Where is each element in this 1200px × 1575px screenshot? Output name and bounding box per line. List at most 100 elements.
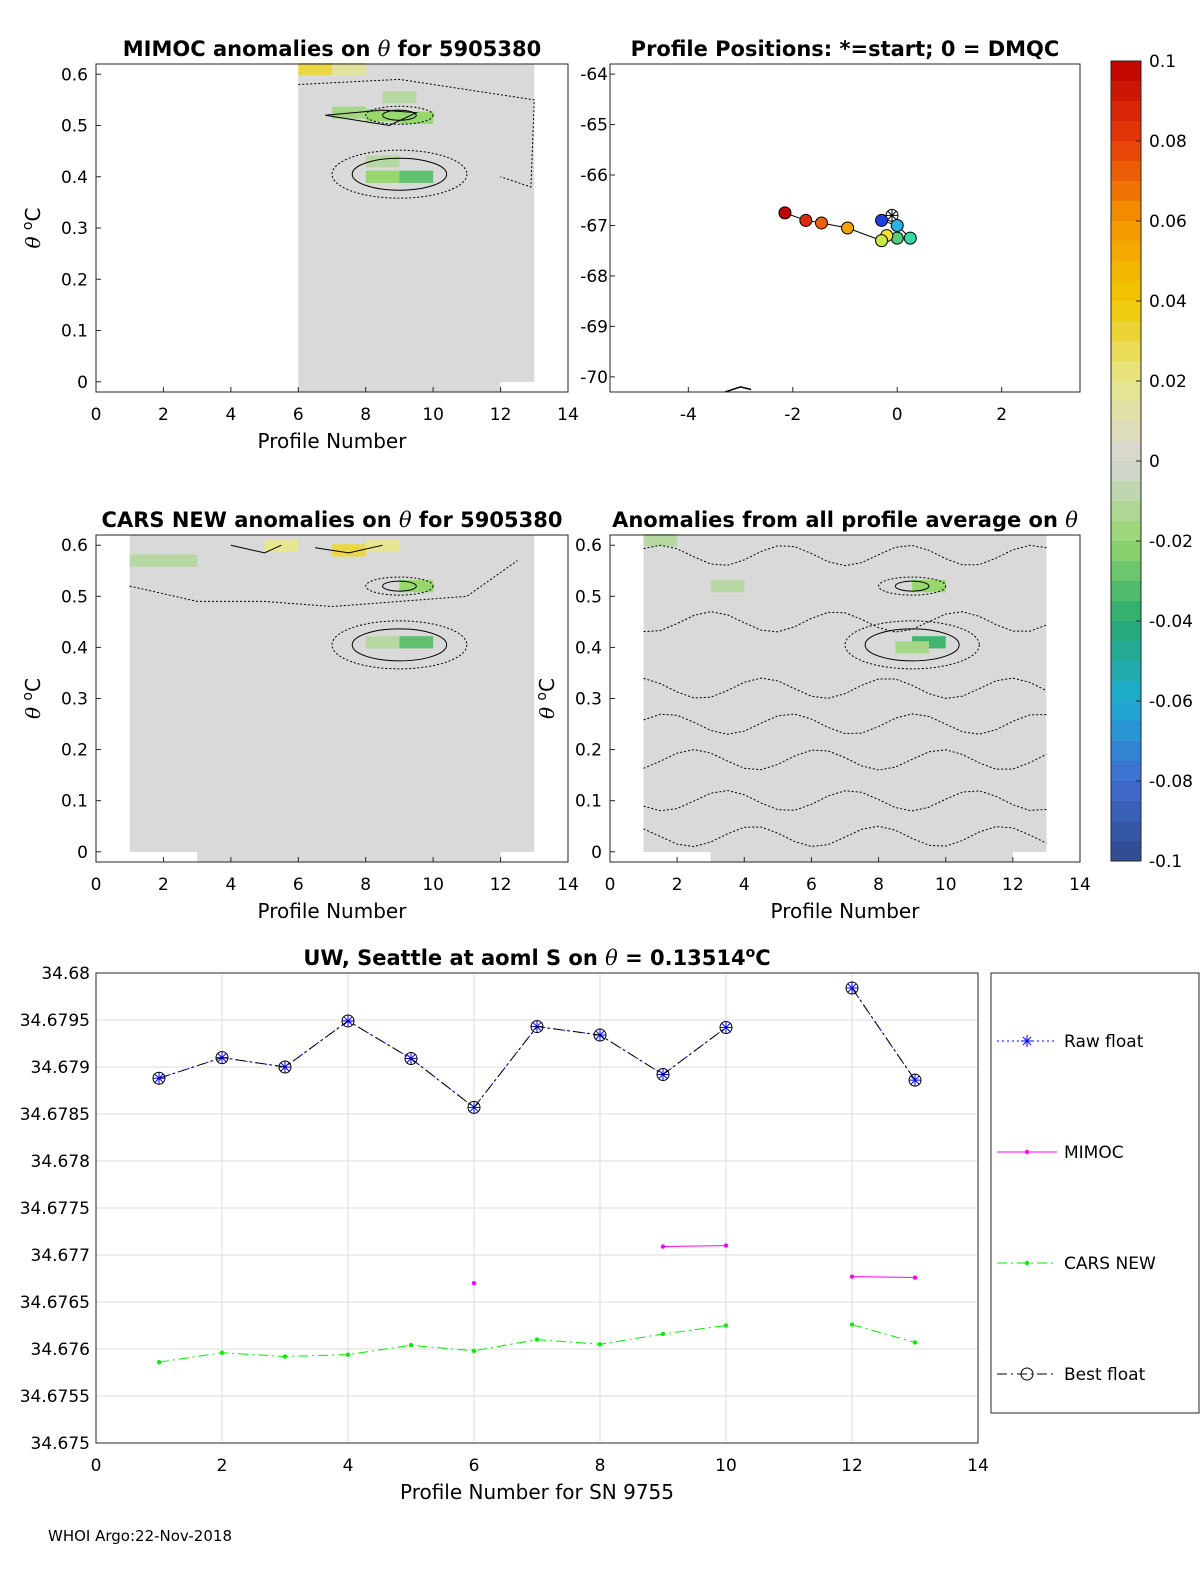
x-tick-label: 12 [1002, 875, 1024, 895]
series-line [851, 987, 916, 1081]
chart-title: Profile Positions: *=start; 0 = DMQC [631, 37, 1060, 61]
data-point [408, 1343, 414, 1348]
colorbar-segment [1111, 361, 1141, 382]
colorbar-tick-label: -0.08 [1149, 772, 1193, 792]
x-tick-label: 8 [873, 875, 884, 895]
y-tick-label: 0.3 [61, 690, 88, 710]
x-tick-label: 0 [605, 875, 616, 895]
heat-cell [298, 62, 332, 76]
colorbar-segment [1111, 621, 1141, 642]
data-field-bottom [298, 380, 501, 392]
x-axis-label: Profile Number [771, 899, 921, 923]
y-tick-label: 0.4 [575, 638, 602, 658]
y-tick-label: 34.6785 [20, 1105, 90, 1125]
x-tick-label: 14 [1069, 875, 1091, 895]
colorbar-segment [1111, 421, 1141, 442]
y-tick-label: -67 [580, 216, 608, 236]
x-tick-label: 0 [892, 405, 903, 425]
colorbar-segment [1111, 61, 1141, 82]
x-tick-label: 8 [595, 1456, 606, 1476]
x-tick-label: -2 [784, 405, 801, 425]
colorbar-segment [1111, 641, 1141, 662]
x-tick-label: 4 [225, 875, 236, 895]
colorbar-segment [1111, 161, 1141, 182]
y-tick-label: 34.68 [41, 964, 90, 984]
series-cars-new [156, 1322, 918, 1365]
x-tick-label: 0 [91, 405, 102, 425]
panel-salinity: 0 2 4 6 8 10 12 14 34.68 34.6795 34.679 34.6785 34.6… [20, 945, 1200, 1504]
colorbar-segment [1111, 381, 1141, 402]
data-point [278, 1060, 292, 1074]
x-tick-label: 6 [293, 405, 304, 425]
y-tick-label: 0.1 [575, 792, 602, 812]
contour-line [643, 749, 1047, 771]
series-line [158, 1325, 727, 1363]
data-point [152, 1071, 166, 1085]
contour-line [643, 677, 1047, 699]
y-tick-label: 0.5 [575, 587, 602, 607]
y-tick-label: 0.2 [61, 741, 88, 761]
y-tick-label: 34.676 [31, 1340, 90, 1360]
colorbar-segment [1111, 841, 1141, 862]
chart-title: Anomalies from all profile average on θ [612, 508, 1078, 532]
profile-position-point [799, 213, 813, 227]
profile-position-point [903, 231, 917, 245]
contour-line [844, 620, 980, 670]
contour-line [298, 78, 535, 188]
x-tick-label: 8 [360, 875, 371, 895]
colorbar-segment [1111, 561, 1141, 582]
x-tick-label: 4 [739, 875, 750, 895]
profile-position-point [815, 216, 828, 230]
panel-anom: 0 2 4 6 8 10 12 14 0 0.1 0.2 0.3 0.4 0.5 0.6 Profile Nu… [534, 508, 1091, 923]
data-point [282, 1354, 288, 1359]
colorbar-segment [1111, 541, 1141, 562]
y-tick-label: -68 [580, 267, 608, 287]
x-tick-label: 6 [469, 1456, 480, 1476]
footer-text: WHOI Argo:22-Nov-2018 [48, 1527, 232, 1545]
colorbar-tick-label: 0.04 [1149, 292, 1187, 312]
colorbar-tick-label: 0.1 [1149, 52, 1176, 72]
panel-positions: -4 -2 0 2 -64 -65 -66 -67 -68 -69 -70 Profile Posit… [580, 37, 1081, 425]
colorbar-segment [1111, 821, 1141, 842]
x-tick-label: 14 [967, 1456, 989, 1476]
axes-box [95, 972, 979, 1444]
contour-line [365, 105, 434, 125]
y-tick-label: -66 [580, 166, 608, 186]
y-tick-label: 0.3 [575, 690, 602, 710]
contour-line [325, 109, 419, 127]
data-point [404, 1052, 418, 1066]
data-point [912, 1275, 918, 1280]
contour-line [351, 628, 448, 662]
y-tick-label: 34.678 [31, 1152, 90, 1172]
y-tick-label: 0.4 [61, 168, 88, 188]
y-tick-label: -69 [580, 317, 608, 337]
colorbar-segment [1111, 441, 1141, 462]
contour-line [315, 544, 383, 554]
colorbar-segment [1111, 741, 1141, 762]
y-tick-label: 34.6755 [20, 1387, 90, 1407]
colorbar-segment [1111, 481, 1141, 502]
data-point [280, 1062, 290, 1072]
data-point [156, 1359, 162, 1365]
colorbar-tick-label: 0 [1149, 452, 1160, 472]
heat-cell [643, 533, 678, 547]
y-tick-label: 34.677 [31, 1246, 90, 1266]
x-tick-label: 2 [217, 1456, 228, 1476]
contour-line [129, 560, 518, 608]
x-tick-label: 2 [672, 875, 683, 895]
data-point [656, 1068, 670, 1082]
y-tick-label: 0.5 [61, 117, 88, 137]
heat-cell [163, 554, 198, 567]
profile-position-point [890, 218, 904, 232]
data-point [912, 1340, 918, 1345]
x-tick-label: 0 [91, 1456, 102, 1476]
contour-line [643, 790, 1047, 812]
x-tick-label: 10 [935, 875, 957, 895]
data-point [471, 1281, 477, 1286]
legend-label: Best float [1064, 1365, 1146, 1385]
data-point [597, 1342, 603, 1347]
profile-position-point [841, 221, 855, 235]
data-point [849, 1274, 855, 1279]
legend-label: CARS NEW [1064, 1254, 1156, 1274]
data-point [467, 1100, 481, 1114]
